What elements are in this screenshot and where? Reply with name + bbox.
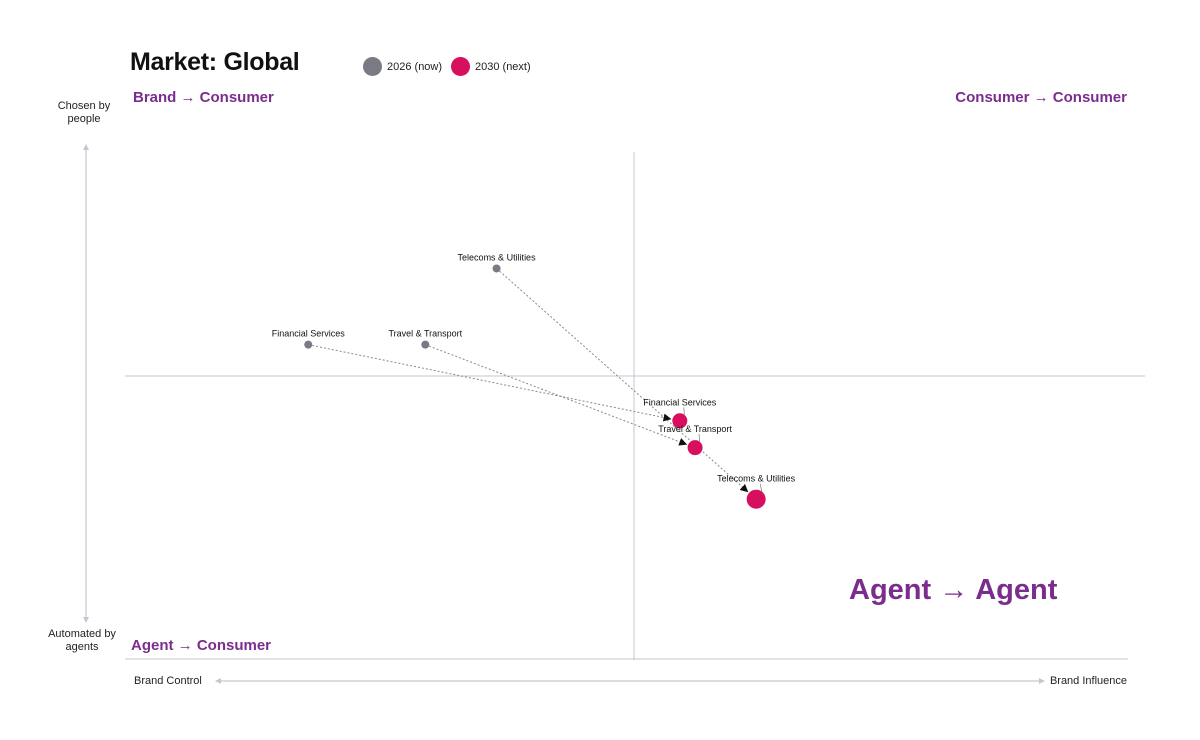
transition-arrow-1: [308, 344, 672, 422]
label-now-1: Financial Services: [272, 329, 346, 339]
point-next-0: [672, 413, 688, 429]
legend-label-now: 2026 (now): [387, 61, 443, 73]
point-next-2: [746, 489, 766, 509]
label-next-0: Financial Services: [643, 397, 717, 407]
leader-next-2: [759, 483, 763, 492]
label-now-2: Travel & Transport: [388, 329, 462, 339]
y-axis-top-label: Chosen by people: [57, 100, 111, 125]
x-axis-right-label: Brand Influence: [1049, 675, 1127, 687]
label-next-2: Telecoms & Utilities: [717, 474, 796, 484]
transition-arrow-2: [425, 344, 688, 446]
chart-title: Market: Global: [130, 48, 300, 76]
point-now-1: [304, 340, 313, 349]
legend-swatch-now: [363, 57, 382, 76]
y-axis-bottom-label: Automated by agents: [48, 628, 116, 653]
label-now-0: Telecoms & Utilities: [458, 252, 537, 262]
quadrant-label-top-right: Consumer → Consumer: [955, 89, 1127, 106]
quadrant-label-bottom-left: Agent → Consumer: [131, 637, 272, 654]
legend-label-next: 2030 (next): [475, 61, 531, 73]
quadrant-label-bottom-right: Agent → Agent: [849, 574, 1058, 606]
legend-swatch-next: [451, 57, 470, 76]
leader-next-0: [683, 407, 685, 415]
x-axis-left-label: Brand Control: [134, 675, 202, 687]
point-now-2: [421, 340, 430, 349]
point-next-1: [687, 440, 703, 456]
label-next-1: Travel & Transport: [658, 424, 732, 434]
point-now-0: [492, 264, 501, 273]
quadrant-label-top-left: Brand → Consumer: [133, 89, 274, 106]
transition-arrow-0: [496, 268, 749, 493]
leader-next-1: [698, 434, 700, 442]
